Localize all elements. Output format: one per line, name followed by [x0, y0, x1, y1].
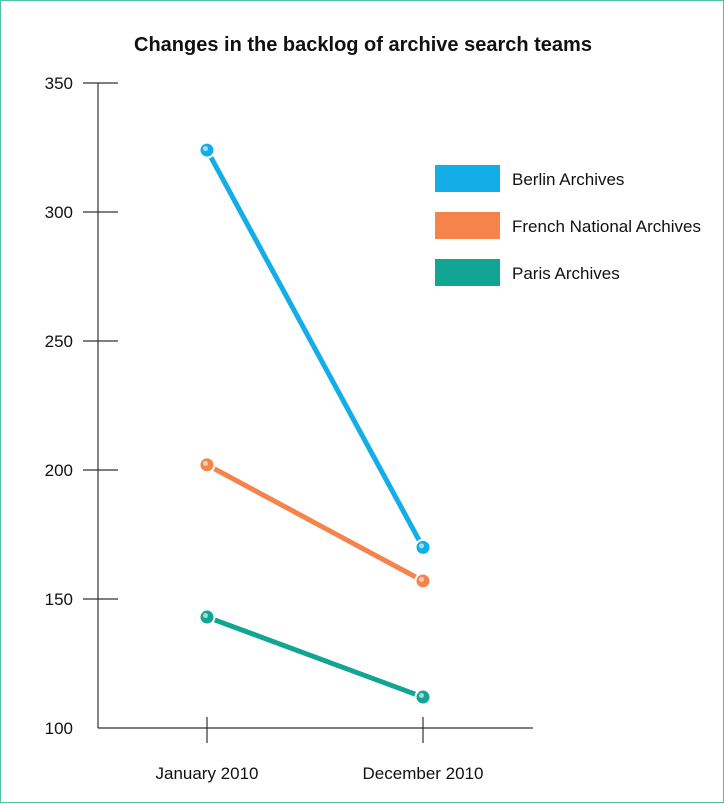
y-tick-label: 100 — [45, 719, 73, 738]
data-point-highlight — [419, 693, 424, 699]
series-layer — [198, 141, 432, 706]
chart-title: Changes in the backlog of archive search… — [134, 34, 592, 56]
x-tick-label: January 2010 — [155, 764, 258, 783]
series-line — [204, 462, 426, 584]
x-tick-label: December 2010 — [363, 764, 484, 783]
series-line — [204, 147, 426, 550]
y-tick-label: 250 — [45, 332, 73, 351]
legend: Berlin Archives French National Archives P… — [435, 165, 701, 286]
legend-swatch — [435, 212, 500, 239]
legend-label: Berlin Archives — [512, 170, 624, 189]
data-point-highlight — [203, 613, 208, 619]
legend-label: French National Archives — [512, 217, 701, 236]
series-line — [204, 614, 426, 700]
data-point-highlight — [203, 460, 208, 466]
data-point-highlight — [419, 576, 424, 582]
y-tick-label: 350 — [45, 74, 73, 93]
legend-swatch — [435, 165, 500, 192]
legend-label: Paris Archives — [512, 264, 620, 283]
y-tick-label: 150 — [45, 590, 73, 609]
data-point-highlight — [419, 543, 424, 549]
legend-swatch — [435, 259, 500, 286]
data-point-highlight — [203, 146, 208, 152]
y-tick-label: 300 — [45, 203, 73, 222]
x-axis-ticks: January 2010 December 2010 — [155, 717, 483, 783]
y-tick-label: 200 — [45, 461, 73, 480]
y-axis-ticks: 100 150 200 250 300 350 — [45, 74, 118, 738]
